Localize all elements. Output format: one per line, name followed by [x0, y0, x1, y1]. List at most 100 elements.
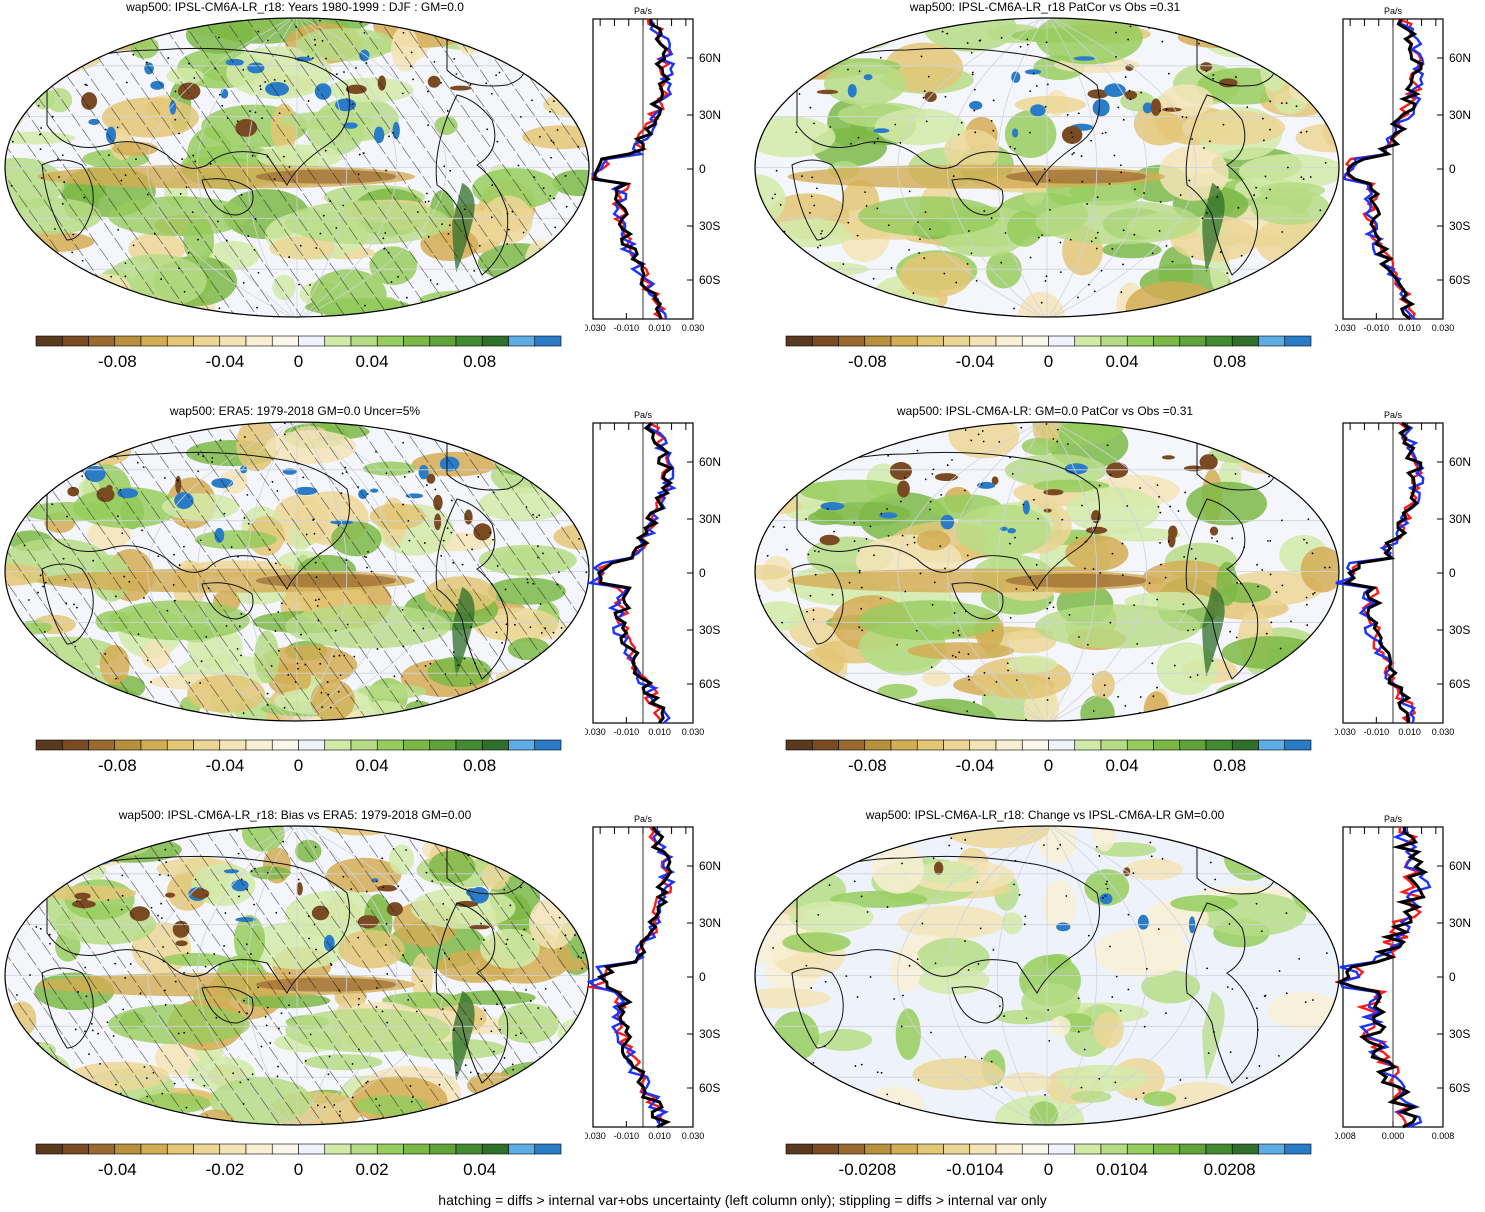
figure-panel: wap500: IPSL-CM6A-LR_r18: Change vs IPSL… [750, 808, 1485, 1208]
profile-x-tick-label: -0.030 [585, 323, 606, 333]
zonal-profile: Pa/s 60N 30N 0 30S 60S -0.030 -0.010 0.010 0.030 [1335, 410, 1471, 737]
profile-line-red [1343, 17, 1423, 320]
panel-title: wap500: ERA5: 1979-2018 GM=0.0 Uncer=5% [169, 404, 421, 418]
colorbar-label: 0 [1043, 352, 1054, 371]
figure-panel: wap500: IPSL-CM6A-LR_r18 PatCor vs Obs =… [750, 0, 1485, 400]
profile-x-tick-label: 0.030 [682, 323, 705, 333]
figure-panel: wap500: IPSL-CM6A-LR_r18: Years 1980-199… [0, 0, 735, 400]
colorbar-swatch [376, 739, 404, 751]
colorbar-swatch [838, 335, 866, 347]
world-map [4, 825, 590, 1126]
lat-tick-label: 0 [699, 162, 706, 176]
colorbar-swatch [1126, 739, 1154, 751]
lat-tick-label: 60N [699, 859, 721, 873]
profile-x-tick-label: -0.030 [1335, 323, 1356, 333]
profile-x-tick-label: -0.010 [1364, 727, 1390, 737]
colorbar-swatch [193, 335, 221, 347]
profile-line-blue [586, 422, 677, 724]
colorbar-swatch [1074, 739, 1102, 751]
colorbar-swatch [140, 335, 168, 347]
profile-unit: Pa/s [634, 410, 653, 420]
colorbar-label: -0.08 [98, 756, 137, 775]
colorbar-swatch [1179, 1143, 1207, 1155]
profile-line-blue [1335, 421, 1425, 724]
colorbar-swatch [1231, 739, 1259, 751]
colorbar-swatch [481, 1143, 509, 1155]
lat-tick-label: 0 [699, 970, 706, 984]
colorbar-swatch [1048, 1143, 1076, 1155]
profile-line-red [597, 421, 671, 724]
colorbar-label: 0.08 [463, 352, 497, 371]
profile-x-tick-label: 0.010 [1398, 323, 1421, 333]
colorbar-swatch [995, 335, 1023, 347]
colorbar-swatch [271, 1143, 299, 1155]
lat-tick-label: 60N [1449, 859, 1471, 873]
colorbar-label: 0.04 [1105, 352, 1139, 371]
lat-tick-label: 30S [1449, 1027, 1470, 1041]
profile-unit: Pa/s [634, 814, 653, 824]
colorbar [35, 1143, 562, 1155]
colorbar-swatch [534, 1143, 562, 1155]
colorbar-swatch [1100, 1143, 1128, 1155]
colorbar-swatch [245, 335, 273, 347]
lat-tick-label: 0 [1449, 566, 1456, 580]
profile-line-blue [1342, 18, 1425, 320]
colorbar-swatch [350, 335, 378, 347]
colorbar-label: -0.04 [205, 352, 245, 371]
profile-line-black [1342, 421, 1423, 724]
panel-title: wap500: IPSL-CM6A-LR_r18: Change vs IPSL… [865, 808, 1225, 822]
colorbar-swatch [350, 739, 378, 751]
colorbar-swatch [61, 1143, 89, 1155]
colorbar-swatch [943, 739, 971, 751]
profile-unit: Pa/s [634, 6, 653, 16]
colorbar-swatch [1231, 335, 1259, 347]
colorbar-swatch [429, 739, 457, 751]
colorbar-swatch [219, 335, 247, 347]
lat-tick-label: 60S [699, 1081, 720, 1095]
colorbar-swatch [785, 1143, 813, 1155]
colorbar-swatch [403, 1143, 431, 1155]
colorbar-swatch [969, 739, 997, 751]
lat-tick-label: 30N [699, 108, 721, 122]
zonal-profile: Pa/s 60N 30N 0 30S 60S -0.030 -0.010 0.010 0.030 [585, 814, 721, 1141]
colorbar-swatch [1205, 1143, 1233, 1155]
colorbar-swatch [1284, 1143, 1312, 1155]
colorbar-swatch [1074, 1143, 1102, 1155]
profile-x-tick-label: 0.010 [648, 727, 671, 737]
profile-x-tick-label: 0.030 [1432, 727, 1455, 737]
lat-tick-label: 60S [1449, 273, 1470, 287]
colorbar-label: 0 [293, 756, 304, 775]
world-map [754, 825, 1340, 1126]
colorbar-label: -0.08 [848, 352, 887, 371]
lat-tick-label: 60S [699, 273, 720, 287]
lat-tick-label: 60N [1449, 51, 1471, 65]
colorbar-swatch [1021, 335, 1049, 347]
colorbar-swatch [166, 335, 194, 347]
colorbar-swatch [376, 335, 404, 347]
colorbar-swatch [1021, 1143, 1049, 1155]
lat-tick-label: 30N [1449, 916, 1471, 930]
colorbar-swatch [61, 335, 89, 347]
colorbar-swatch [864, 1143, 892, 1155]
figure-panel: wap500: ERA5: 1979-2018 GM=0.0 Uncer=5% P… [0, 404, 735, 804]
profile-x-tick-label: -0.008 [1335, 1131, 1356, 1141]
colorbar-swatch [1205, 335, 1233, 347]
colorbar-label: -0.0208 [838, 1160, 897, 1179]
colorbar-swatch [455, 1143, 483, 1155]
lat-tick-label: 30S [1449, 623, 1470, 637]
colorbar-swatch [245, 739, 273, 751]
colorbar-swatch [995, 1143, 1023, 1155]
colorbar-swatch [1205, 739, 1233, 751]
colorbar-swatch [298, 335, 326, 347]
colorbar-swatch [1021, 739, 1049, 751]
colorbar-swatch [455, 739, 483, 751]
panel-title: wap500: IPSL-CM6A-LR: GM=0.0 PatCor vs O… [896, 404, 1194, 418]
colorbar-swatch [61, 739, 89, 751]
colorbar-swatch [811, 335, 839, 347]
world-map [754, 17, 1340, 318]
colorbar-swatch [785, 335, 813, 347]
profile-x-tick-label: 0.008 [1432, 1131, 1455, 1141]
colorbar-swatch [219, 739, 247, 751]
colorbar-swatch [140, 1143, 168, 1155]
lat-tick-label: 0 [1449, 970, 1456, 984]
